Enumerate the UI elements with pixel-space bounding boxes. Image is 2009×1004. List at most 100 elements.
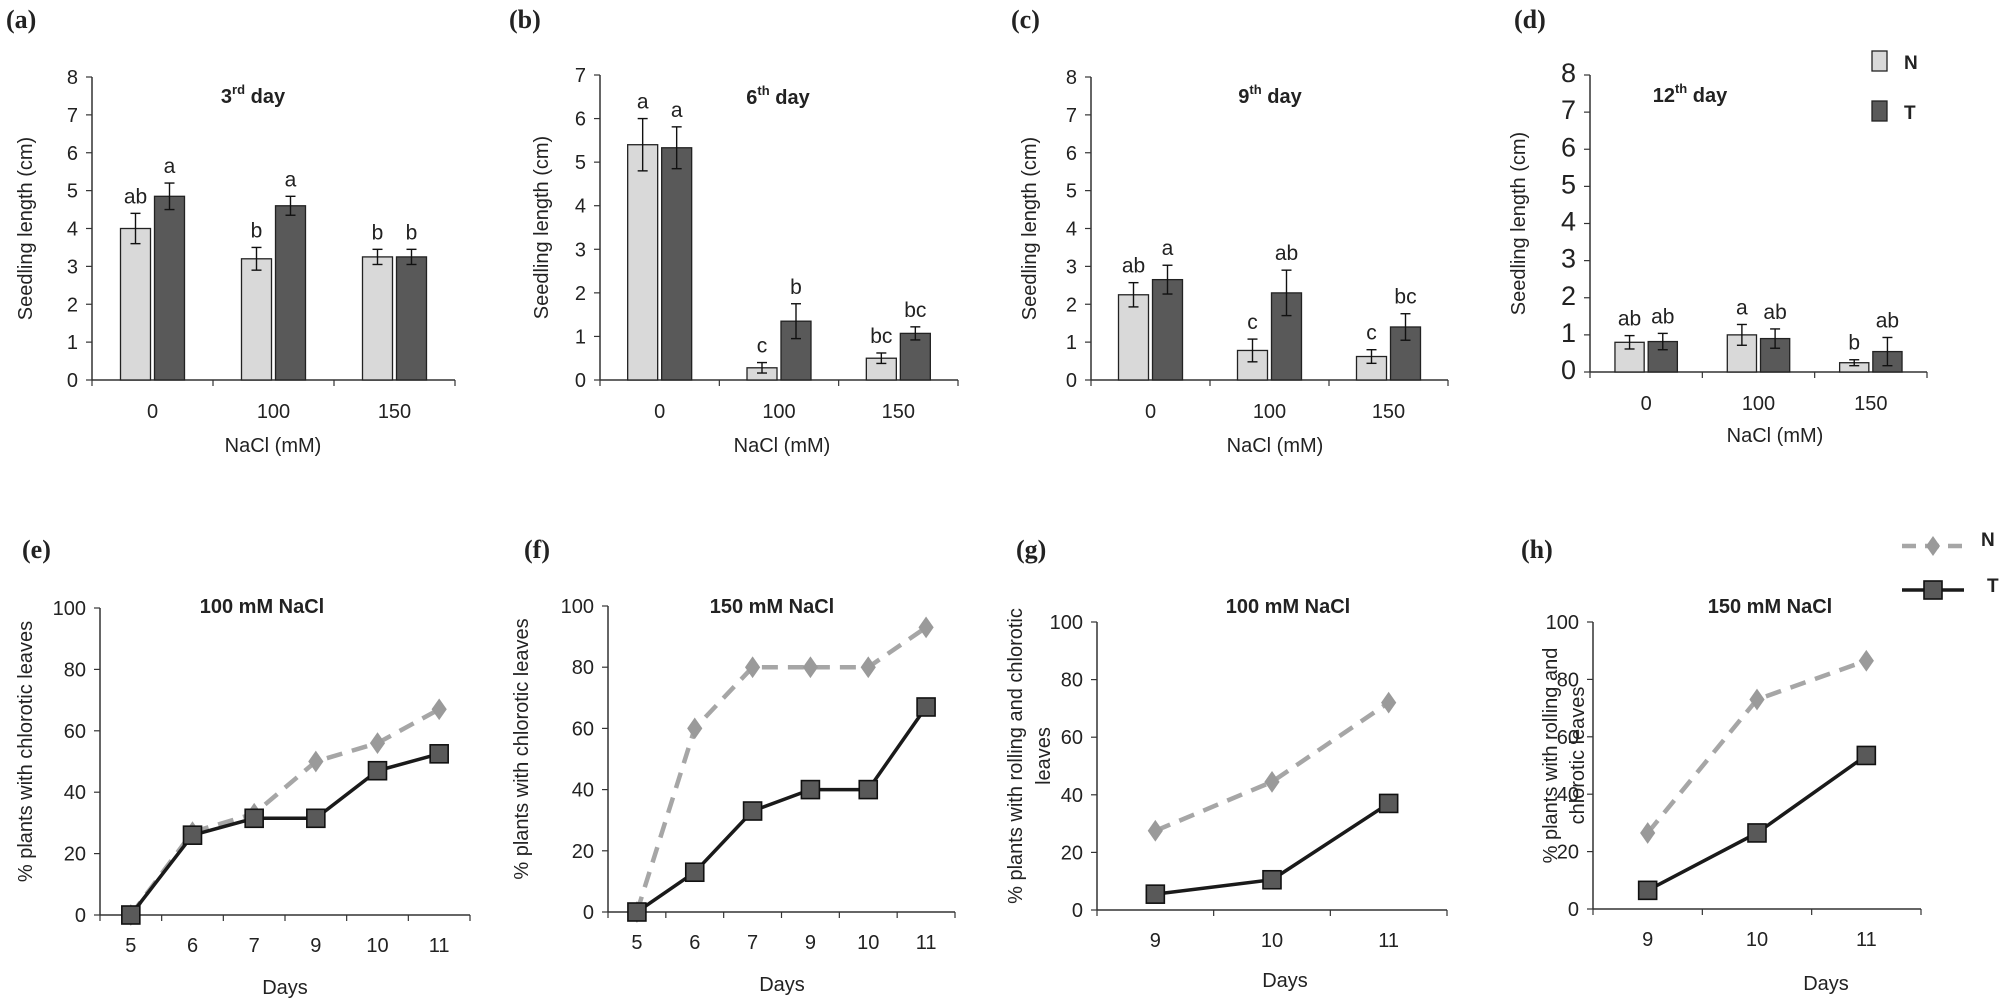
y-tick-label: 100 [561,596,594,618]
significance-label: bc [870,325,892,348]
y-tick-label: 40 [572,780,594,802]
x-tick-label: 150 [882,401,915,423]
x-axis-label: Days [262,977,308,999]
y-tick-label: 20 [64,844,86,866]
legend-marker-N [1926,536,1940,556]
y-tick-label: 0 [1066,370,1077,392]
y-tick-label: 80 [1061,670,1083,692]
x-tick-label: 150 [378,401,411,423]
x-axis-label: NaCl (mM) [225,435,322,457]
y-tick-label: 7 [1561,95,1576,125]
y-axis-label: chlorotic leaves [1567,687,1589,825]
point-T-10 [858,779,879,800]
significance-label: a [1736,296,1748,319]
x-tick-label: 100 [1253,401,1286,423]
y-tick-label: 1 [1561,318,1576,348]
y-axis-label: leaves [1033,727,1055,785]
bar-T-100 [274,205,307,381]
significance-label: b [372,221,384,244]
bar-T-150 [395,256,428,381]
x-tick-label: 0 [1641,393,1652,415]
y-axis-label: % plants with chlorotic leaves [15,621,37,882]
panel-label-0: (a) [6,5,36,34]
chart-title: 100 mM NaCl [1226,596,1351,618]
chart-title: 100 mM NaCl [200,596,325,618]
y-axis-label: Seedling length (cm) [1019,137,1041,320]
y-tick-label: 4 [67,219,78,241]
significance-label: ab [1651,305,1674,328]
y-tick-label: 0 [1561,355,1576,385]
x-tick-label: 9 [1642,929,1653,951]
y-tick-label: 40 [64,782,86,804]
chart-title: 150 mM NaCl [1708,596,1833,618]
legend-label-N: N [1981,530,1995,551]
y-tick-label: 3 [67,256,78,278]
panel-label-3: (d) [1514,5,1546,34]
chart-title: 9th day [1238,82,1302,108]
x-tick-label: 7 [747,932,758,954]
significance-label: ab [1763,301,1786,324]
point-T-10 [1262,869,1282,890]
point-T-9 [1637,880,1658,901]
y-tick-label: 100 [53,598,86,620]
series-line-N [1645,658,1868,835]
y-tick-label: 6 [67,143,78,165]
point-T-11 [1378,793,1399,814]
y-tick-label: 0 [1072,900,1083,922]
point-T-10 [367,760,388,781]
x-axis-label: Days [1803,973,1849,995]
y-tick-label: 2 [1561,281,1576,311]
y-tick-label: 80 [1557,669,1579,691]
x-tick-label: 10 [366,935,388,957]
series-line-N [1154,700,1390,833]
line-legend: NT [1902,530,1999,600]
y-tick-label: 6 [575,109,586,131]
x-tick-label: 10 [1261,930,1283,952]
y-tick-label: 20 [1061,842,1083,864]
y-tick-label: 20 [572,841,594,863]
point-T-9 [306,808,326,829]
line-chart-6: 0 20 40 60 80 100 9 10 11 100 mM NaCl Days % plants… [1005,596,1448,992]
y-tick-label: 8 [67,67,78,89]
y-tick-label: 40 [1557,784,1579,806]
bar-N-0 [627,144,659,381]
y-tick-label: 2 [575,283,586,305]
significance-label: bc [904,299,926,322]
significance-label: ab [1618,308,1641,331]
y-tick-label: 5 [1561,169,1576,199]
y-tick-label: 1 [67,332,78,354]
point-N-10 [369,732,386,754]
x-tick-label: 100 [762,401,795,423]
y-tick-label: 6 [1561,132,1576,162]
y-tick-label: 7 [575,65,586,87]
y-tick-label: 0 [67,370,78,392]
y-tick-label: 80 [64,659,86,681]
x-tick-label: 10 [1746,929,1768,951]
series-line-T [1646,754,1868,892]
line-chart-5: 0 20 40 60 80 100 5 6 7 9 10 11 150 mM NaCl Days % pla… [511,596,956,996]
y-tick-label: 0 [583,902,594,924]
point-T-10 [1747,823,1767,843]
bar-T-0 [661,147,693,381]
significance-label: a [164,155,176,178]
point-N-10 [1749,688,1765,711]
significance-label: b [790,276,802,299]
point-N-6 [687,717,703,740]
x-tick-label: 9 [1150,930,1161,952]
chart-title: 150 mM NaCl [710,596,835,618]
point-T-5 [627,902,647,922]
bar-legend: NT [1871,50,1918,124]
x-tick-label: 11 [916,932,937,954]
x-tick-label: 11 [1378,930,1399,952]
x-axis-label: NaCl (mM) [1227,435,1324,457]
point-N-9 [308,750,324,773]
significance-label: c [1247,311,1258,334]
x-tick-label: 0 [654,401,665,423]
y-tick-label: 3 [1561,244,1576,274]
legend-label-N: N [1904,53,1918,74]
significance-label: b [406,221,418,244]
point-N-9 [1640,822,1656,844]
y-tick-label: 2 [1066,294,1077,316]
significance-label: bc [1394,286,1416,309]
point-T-7 [742,801,763,821]
